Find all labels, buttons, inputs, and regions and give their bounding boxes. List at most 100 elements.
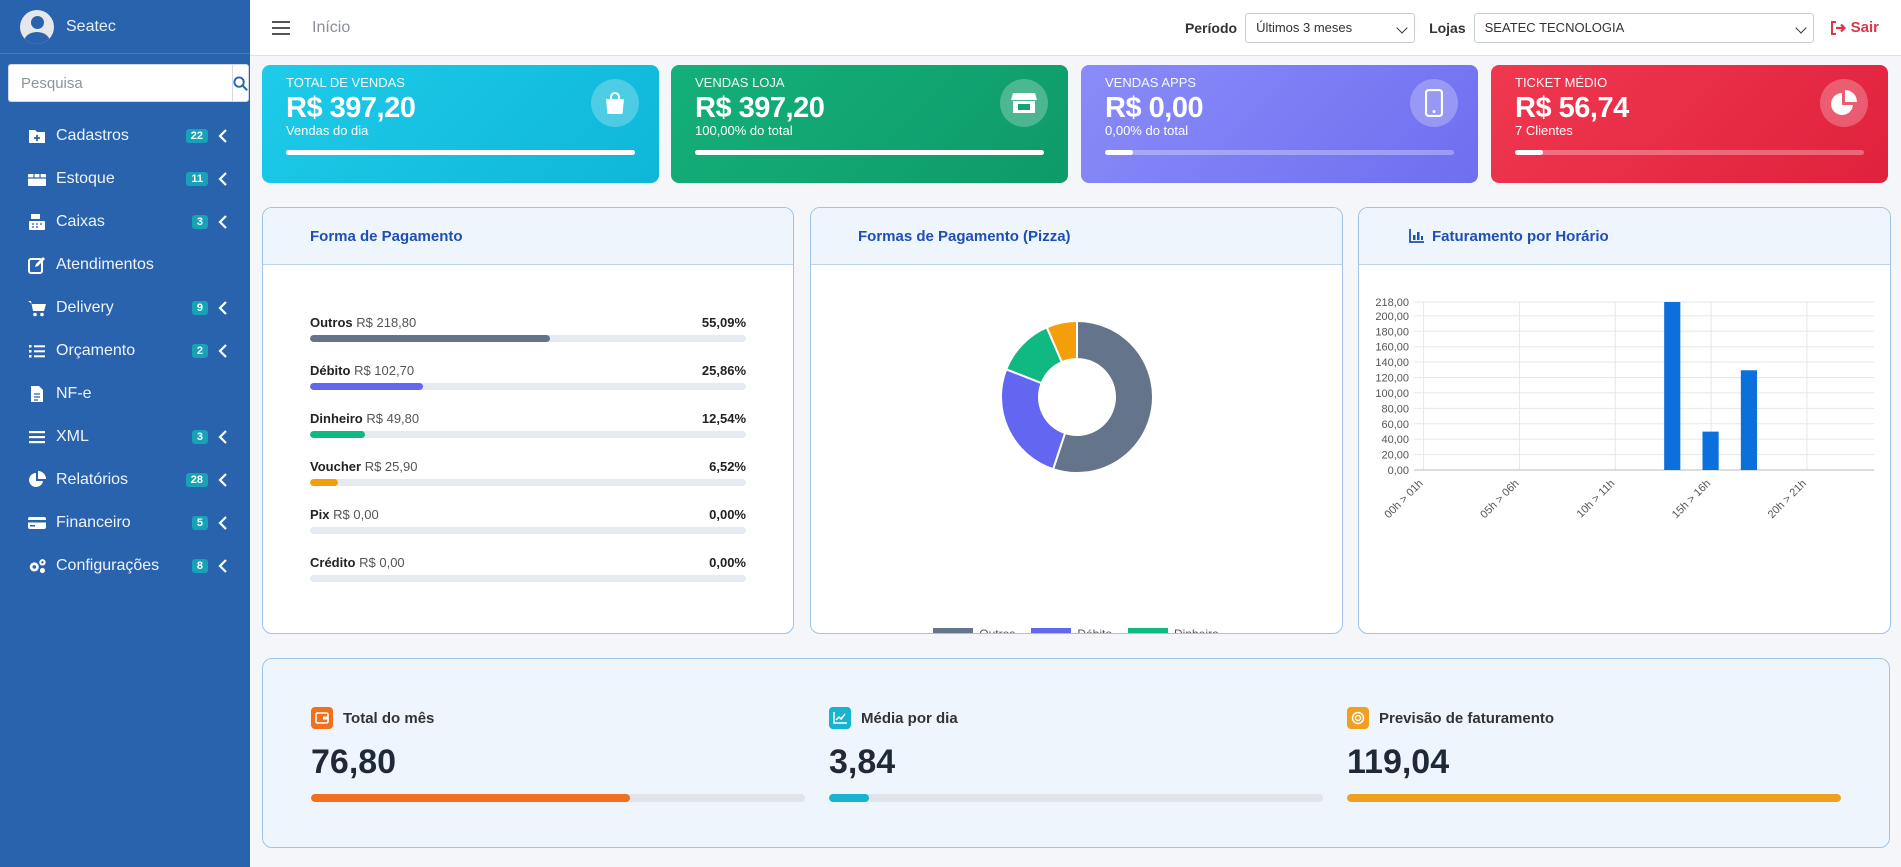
payment-amount: R$ 218,80 — [356, 315, 417, 330]
y-tick-label: 20,00 — [1381, 450, 1409, 462]
sidebar-item-cadastros[interactable]: Cadastros 22 — [0, 114, 250, 157]
pie-legend: OutrosDébitoDinheiroVoucherPixCrédito — [891, 623, 1261, 633]
sidebar-item-orcamento[interactable]: Orçamento 2 — [0, 329, 250, 372]
pie-slice-voucher[interactable] — [1045, 319, 1078, 364]
line-chart-icon — [829, 707, 851, 729]
cash-register-icon — [27, 212, 47, 232]
periodo-select[interactable]: Últimos 3 meses — [1245, 12, 1416, 43]
legend-item[interactable]: Outros — [933, 623, 1015, 633]
kpi-title: VENDAS APPS — [1105, 75, 1197, 90]
payment-percent: 25,86% — [701, 363, 746, 378]
x-tick-label: 00h > 01h — [1382, 478, 1425, 521]
sidebar-search — [8, 64, 249, 102]
folder-plus-icon — [27, 126, 47, 146]
sidebar-item-financeiro[interactable]: Financeiro 5 — [0, 501, 250, 544]
kpi-progress-fill — [695, 150, 1044, 155]
search-button[interactable] — [232, 64, 249, 102]
chevron-left-icon — [218, 128, 228, 143]
summary-panel: Total do mês 76,80 Média por dia 3,84 Previs… — [262, 658, 1890, 848]
user-avatar-icon[interactable] — [20, 9, 54, 44]
periodo-value: Últimos 3 meses — [1256, 20, 1353, 35]
logout-button[interactable]: Sair — [1830, 19, 1879, 36]
payment-label: Crédito R$ 0,00 — [310, 555, 405, 570]
sidebar-item-atendimentos[interactable]: Atendimentos — [0, 243, 250, 286]
sidebar: Seatec Cadastros 22 Estoque 11 Caixas 3 Atendi… — [0, 0, 250, 867]
sidebar-item-estoque[interactable]: Estoque 11 — [0, 157, 250, 200]
lojas-select[interactable]: SEATEC TECNOLOGIA — [1473, 12, 1814, 43]
legend-item[interactable]: Dinheiro — [1128, 623, 1219, 633]
brand-name[interactable]: Seatec — [66, 17, 116, 35]
y-tick-label: 200,00 — [1375, 311, 1409, 323]
legend-item[interactable]: Débito — [1031, 623, 1112, 633]
payment-amount: R$ 25,90 — [364, 459, 418, 474]
payment-row-header: Voucher R$ 25,90 6,52% — [310, 459, 746, 474]
edit-icon — [27, 255, 47, 275]
payment-name: Pix — [310, 507, 330, 522]
payment-label: Outros R$ 218,80 — [310, 315, 416, 330]
sidebar-item-caixas[interactable]: Caixas 3 — [0, 200, 250, 243]
sign-out-icon — [1830, 20, 1846, 35]
payment-label: Voucher R$ 25,90 — [310, 459, 417, 474]
kpi-subtitle: 7 Clientes — [1515, 123, 1573, 138]
bar-hour-17[interactable] — [1740, 370, 1757, 470]
pie-panel: Formas de Pagamento (Pizza) Outros Débito… — [810, 207, 1343, 634]
bar-hour-15[interactable] — [1702, 431, 1719, 470]
sidebar-item-configuracoes[interactable]: Configurações 8 — [0, 544, 250, 587]
chart-pie-icon — [1820, 79, 1868, 127]
payment-name: Crédito — [310, 555, 356, 570]
payment-label: Pix R$ 0,00 — [310, 507, 379, 522]
sidebar-item-label: XML — [56, 427, 89, 445]
y-tick-label: 120,00 — [1375, 373, 1409, 385]
payment-progress — [310, 479, 746, 486]
payment-percent: 12,54% — [701, 411, 746, 426]
chevron-left-icon — [218, 343, 228, 358]
payment-progress — [310, 335, 746, 342]
count-badge: 8 — [191, 558, 208, 573]
payment-amount: R$ 49,80 — [366, 411, 420, 426]
donut-chart — [1000, 319, 1154, 474]
hour-panel-title: Faturamento por Horário — [1432, 227, 1609, 245]
kpi-progress — [1105, 150, 1454, 155]
pie-slice-débito[interactable] — [1000, 367, 1067, 471]
search-input[interactable] — [8, 64, 232, 102]
sidebar-item-label: Financeiro — [56, 513, 131, 531]
kpi-progress — [1515, 150, 1864, 155]
bars-icon — [27, 427, 47, 447]
hourly-bar-chart: 0,00 20,00 40,00 60,00 80,00 100,00 120,00 140,… — [1375, 297, 1874, 521]
hour-panel: Faturamento por Horário 0,00 20,00 40,00 60… — [1358, 207, 1891, 634]
sidebar-item-xml[interactable]: XML 3 — [0, 415, 250, 458]
kpi-title: TICKET MÉDIO — [1515, 75, 1608, 90]
payment-row-header: Crédito R$ 0,00 0,00% — [310, 555, 746, 570]
kpi-value: R$ 397,20 — [286, 92, 416, 124]
breadcrumb-home[interactable]: Início — [312, 18, 351, 36]
sidebar-item-nf-e[interactable]: NF-e — [0, 372, 250, 415]
summary-label: Média por dia — [861, 709, 958, 727]
count-badge: 9 — [191, 300, 208, 315]
sidebar-item-label: Delivery — [56, 298, 114, 316]
summary-item: Média por dia 3,84 — [829, 707, 1323, 802]
payment-progress — [310, 527, 746, 534]
y-tick-label: 40,00 — [1381, 434, 1409, 446]
y-tick-label: 160,00 — [1375, 342, 1409, 354]
sidebar-item-delivery[interactable]: Delivery 9 — [0, 286, 250, 329]
sidebar-item-label: NF-e — [56, 384, 92, 402]
bar-hour-13[interactable] — [1664, 302, 1681, 470]
summary-header: Previsão de faturamento — [1347, 707, 1841, 729]
lojas-label: Lojas — [1429, 19, 1466, 36]
periodo-label: Período — [1184, 19, 1238, 36]
summary-item: Previsão de faturamento 119,04 — [1347, 707, 1841, 802]
topbar: Início Período Últimos 3 meses Lojas SEA… — [250, 0, 1901, 56]
x-tick-label: 10h > 11h — [1575, 478, 1618, 521]
kpi-card-vendas-apps: VENDAS APPS R$ 0,00 0,00% do total — [1081, 65, 1478, 183]
summary-progress — [829, 794, 1323, 802]
y-tick-label: 0,00 — [1388, 465, 1409, 477]
pie-slice-outros[interactable] — [1051, 319, 1154, 474]
sidebar-item-relatorios[interactable]: Relatórios 28 — [0, 458, 250, 501]
payment-progress — [310, 431, 746, 438]
kpi-card-vendas-loja: VENDAS LOJA R$ 397,20 100,00% do total — [671, 65, 1068, 183]
menu-toggle-icon[interactable] — [272, 20, 290, 35]
chevron-left-icon — [218, 429, 228, 444]
summary-progress-fill — [829, 794, 869, 802]
payment-row-header: Pix R$ 0,00 0,00% — [310, 507, 746, 522]
payment-row-header: Outros R$ 218,80 55,09% — [310, 315, 746, 330]
